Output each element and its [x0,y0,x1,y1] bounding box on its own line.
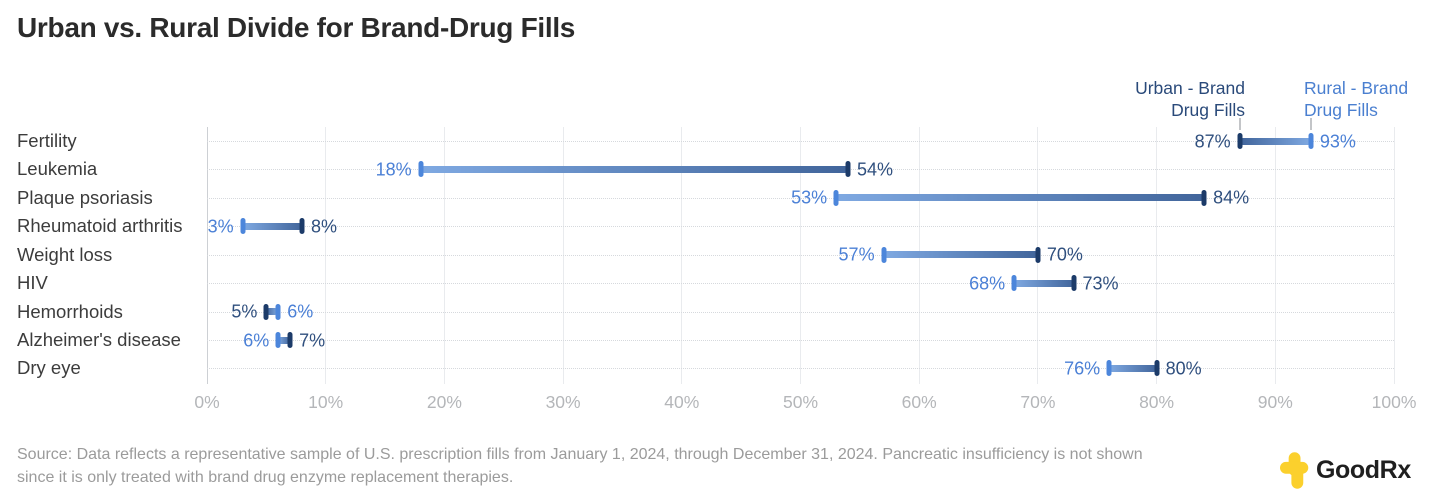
plot-area: 0% 10% 20% 30% 40% 50% 60% 70% 80% 90% 100% 87% 93% 1… [194,118,1416,412]
x-tick-label-50%: 50% [782,392,819,412]
urban-cap [1035,246,1041,263]
rural-value-label: 57% [838,244,875,265]
gridline-100% [1393,127,1395,384]
rural-cap [1106,360,1112,377]
x-tick-label-90%: 90% [1257,392,1293,412]
urban-value-label: 7% [299,330,326,350]
urban-cap [1201,189,1207,206]
dumbbell-bar [420,165,848,173]
urban-cap [845,161,851,178]
x-tick-label-80%: 80% [1139,392,1175,412]
rural-value-label: 6% [287,301,314,322]
rural-cap [418,161,424,178]
legend-rural-brand-drug-fills: Rural - Brand Drug Fills [1304,77,1440,121]
x-tick-label-40%: 40% [664,392,700,412]
category-label: Plaque psoriasis [17,186,153,208]
row-guide-dotted-line [207,368,1394,370]
urban-value-label: 8% [310,216,337,237]
x-tick-label-30%: 30% [545,392,581,412]
x-tick-label-60%: 60% [901,392,937,412]
x-tick-label-100%: 100% [1371,392,1417,412]
category-label: Fertility [17,130,77,151]
rural-value-label: 53% [791,187,828,208]
dumbbell-bar [1239,137,1311,145]
row-guide-dotted-line [207,311,1394,313]
urban-cap [1071,275,1076,292]
legend-anchor-tick-rural [1309,118,1312,130]
chart-title: Urban vs. Rural Divide for Brand-Drug Fi… [17,12,576,43]
dumbbell-bar [836,194,1205,202]
x-tick-label-20%: 20% [426,392,462,412]
legend-anchor-tick-urban [1238,118,1241,130]
dumbbell-bar [278,336,291,344]
dumbbell-bar [266,308,279,316]
urban-value-label: 80% [1165,358,1202,379]
rural-cap [833,189,839,206]
rural-value-label: 6% [243,330,270,350]
rural-cap [1011,275,1017,292]
rural-value-label: 93% [1319,131,1356,151]
rural-cap [1308,133,1314,149]
row-guide-dotted-line [207,254,1394,256]
urban-value-label: 54% [856,159,893,180]
category-label: Dry eye [17,357,81,379]
rural-value-label: 18% [375,159,412,180]
row-guide-dotted-line [207,197,1394,199]
dumbbell-bar [1109,364,1157,372]
row-guide-dotted-line [207,283,1394,285]
dumbbell-bar [883,251,1038,259]
urban-cap [1154,360,1160,377]
goodrx-wordmark: GoodRx [1316,456,1411,484]
category-label: HIV [17,272,48,294]
rural-value-label: 76% [1064,358,1101,379]
legend-urban-line2: Drug Fills [1171,100,1245,120]
source-line-2: since it is only treated with brand drug… [17,469,514,486]
urban-value-label: 5% [231,301,258,322]
rural-cap [240,218,246,235]
category-label: Alzheimer's disease [17,329,181,350]
urban-value-label: 70% [1046,244,1083,265]
category-label: Hemorrhoids [17,300,123,322]
row-guide-dotted-line [207,226,1394,228]
rural-value-label: 3% [207,216,234,237]
x-tick-label-0%: 0% [194,392,220,412]
urban-value-label: 73% [1082,273,1119,294]
category-label: Rheumatoid arthritis [17,215,183,237]
x-tick-label-70%: 70% [1020,392,1056,412]
urban-value-label: 87% [1194,131,1231,151]
category-label: Leukemia [17,158,98,180]
urban-cap [299,218,305,235]
legend-urban-brand-drug-fills: Urban - Brand Drug Fills [1058,77,1245,121]
goodrx-cross-icon [1280,452,1309,489]
dumbbell-bar [1014,279,1074,287]
rural-value-label: 68% [969,273,1006,294]
legend-rural-line2: Drug Fills [1304,100,1378,120]
urban-value-label: 84% [1213,187,1250,208]
urban-cap [263,303,269,320]
urban-cap [1237,133,1243,149]
rural-cap [275,332,281,348]
dumbbell-bar [242,222,302,230]
rural-cap [881,246,887,263]
x-tick-label-10%: 10% [308,392,344,412]
source-line-1: Source: Data reflects a representative s… [17,446,1143,463]
row-guide-dotted-line [207,340,1394,341]
urban-cap [287,332,293,348]
category-label: Weight loss [17,243,113,265]
row-guide-dotted-line [207,141,1394,142]
goodrx-logo: GoodRx [1280,452,1411,489]
rural-cap [275,303,281,320]
legend-rural-line1: Rural - Brand [1304,78,1409,98]
legend-urban-line1: Urban - Brand [1135,78,1245,98]
source-note: Source: Data reflects a representative s… [17,443,1143,489]
